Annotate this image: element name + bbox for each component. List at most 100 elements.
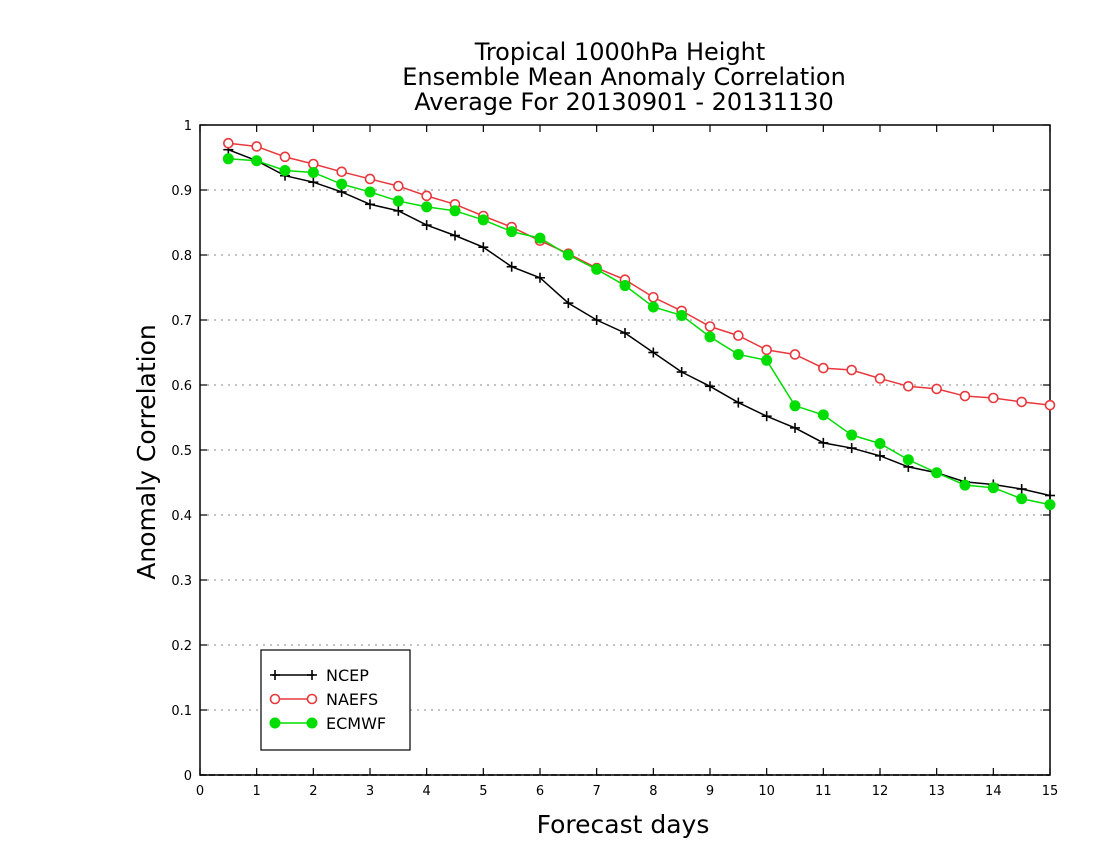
- series-layer: [222, 137, 1056, 511]
- data-point-ecmwf: [987, 482, 999, 494]
- data-point-ncep: [506, 261, 517, 272]
- data-point-ecmwf: [846, 429, 858, 441]
- data-point-ncep: [591, 315, 602, 325]
- legend-item-ecmwf: ECMWF: [269, 714, 386, 733]
- data-point-ecmwf: [931, 467, 943, 479]
- series-ncep: [223, 144, 1055, 501]
- x-axis: 0 1 2 3 4 5 6 7 8 9 10 11 12 13 14 15: [196, 125, 1058, 799]
- data-point-naefs: [931, 383, 942, 395]
- data-point-ncep: [450, 230, 460, 241]
- data-point-naefs: [733, 330, 744, 341]
- series-ecmwf: [222, 153, 1056, 511]
- series-line-ecmwf: [228, 158, 1051, 506]
- data-point-naefs: [364, 173, 376, 185]
- data-point-naefs: [704, 321, 716, 332]
- data-point-ncep: [1045, 490, 1055, 501]
- data-point-ncep: [875, 450, 885, 461]
- x-tick-label: 12: [872, 784, 889, 799]
- data-point-naefs: [251, 141, 262, 152]
- x-tick-label: 10: [758, 784, 775, 799]
- legend-marker-ncep: [270, 670, 280, 680]
- y-tick-label: 0: [184, 769, 192, 784]
- y-tick-label: 0.2: [171, 639, 192, 654]
- data-point-ecmwf: [307, 166, 319, 178]
- y-tick-label: 0.3: [171, 574, 192, 589]
- x-tick-label: 1: [253, 784, 261, 799]
- data-point-naefs: [846, 364, 857, 376]
- data-point-naefs: [988, 392, 999, 404]
- data-point-ecmwf: [1016, 493, 1028, 505]
- title-line-3: Average For 20130901 - 20131130: [414, 88, 834, 116]
- x-tick-label: 13: [928, 784, 945, 799]
- data-point-ncep: [308, 177, 319, 188]
- y-tick-label: 0.8: [171, 249, 192, 264]
- legend-box: [260, 649, 411, 751]
- legend-marker-ncep: [307, 670, 317, 680]
- data-point-ncep: [421, 220, 432, 231]
- data-point-ecmwf: [591, 263, 603, 275]
- data-point-ncep: [1016, 484, 1027, 494]
- data-point-ecmwf: [704, 331, 716, 343]
- data-point-ecmwf: [421, 201, 433, 213]
- title-line-1: Tropical 1000hPa Height: [474, 38, 766, 66]
- data-point-ecmwf: [534, 232, 546, 244]
- data-point-naefs: [336, 166, 347, 178]
- data-point-ncep: [365, 199, 375, 210]
- x-axis-title: Forecast days: [537, 810, 710, 839]
- data-point-ncep: [393, 205, 404, 216]
- data-point-ecmwf: [251, 155, 263, 167]
- data-point-ecmwf: [789, 400, 801, 412]
- x-tick-label: 5: [479, 784, 487, 799]
- data-point-ncep: [620, 328, 630, 338]
- x-tick-label: 11: [815, 784, 832, 799]
- x-tick-label: 14: [985, 784, 1002, 799]
- y-axis: 0 0.1 0.2 0.3 0.4 0.5 0.6 0.7 0.8 0.9 1: [171, 119, 1050, 784]
- data-point-ecmwf: [506, 226, 518, 238]
- legend-label-ecmwf: ECMWF: [326, 714, 386, 733]
- x-tick-label: 7: [593, 784, 601, 799]
- legend-item-ncep: NCEP: [270, 666, 369, 685]
- data-point-ncep: [676, 367, 687, 377]
- data-point-ncep: [733, 397, 744, 408]
- x-tick-label: 15: [1042, 784, 1059, 799]
- data-point-ecmwf: [874, 438, 886, 449]
- data-point-naefs: [1044, 399, 1056, 411]
- y-tick-label: 0.9: [171, 184, 192, 199]
- data-point-naefs: [761, 344, 772, 356]
- data-point-ecmwf: [732, 348, 744, 360]
- data-point-ncep: [648, 347, 659, 358]
- data-point-ncep: [790, 422, 800, 433]
- x-tick-label: 6: [536, 784, 544, 799]
- data-point-ecmwf: [761, 354, 773, 366]
- data-point-ecmwf: [959, 479, 971, 491]
- data-point-naefs: [393, 180, 404, 192]
- data-point-ncep: [846, 443, 857, 454]
- y-tick-label: 0.4: [171, 509, 192, 524]
- data-point-naefs: [903, 380, 914, 392]
- x-tick-label: 3: [366, 784, 374, 799]
- data-point-ecmwf: [279, 165, 291, 176]
- data-point-naefs: [1016, 396, 1027, 408]
- data-point-ncep: [478, 242, 489, 253]
- y-axis-title: Anomaly Correlation: [132, 324, 161, 579]
- chart-title: Tropical 1000hPa Height Ensemble Mean An…: [402, 38, 846, 116]
- y-tick-label: 0.7: [171, 314, 192, 329]
- series-naefs: [223, 137, 1056, 411]
- data-point-ecmwf: [619, 280, 631, 292]
- data-point-ecmwf: [364, 186, 376, 198]
- data-point-ecmwf: [449, 205, 461, 217]
- data-point-ecmwf: [817, 409, 829, 421]
- legend-label-naefs: NAEFS: [326, 690, 378, 709]
- legend-marker-naefs: [306, 693, 318, 705]
- data-point-naefs: [648, 291, 659, 303]
- y-tick-label: 0.1: [171, 704, 192, 719]
- data-point-ecmwf: [222, 153, 234, 165]
- x-tick-label: 2: [309, 784, 317, 799]
- data-point-naefs: [874, 373, 886, 384]
- y-tick-label: 0.6: [171, 379, 192, 394]
- data-point-ecmwf: [902, 454, 914, 466]
- title-line-2: Ensemble Mean Anomaly Correlation: [402, 63, 846, 91]
- data-point-naefs: [959, 390, 971, 402]
- data-point-ecmwf: [562, 249, 574, 261]
